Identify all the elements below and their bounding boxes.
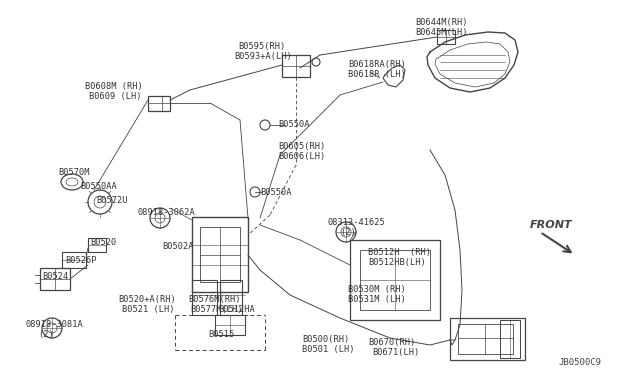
Bar — [360, 250, 430, 310]
Bar — [88, 238, 106, 252]
Bar — [450, 318, 525, 360]
Text: 08918-3062A: 08918-3062A — [138, 208, 196, 217]
Bar — [62, 252, 86, 268]
Text: B0515: B0515 — [208, 330, 234, 339]
Text: B0670(RH): B0670(RH) — [368, 338, 415, 347]
Text: B0550A: B0550A — [260, 188, 291, 197]
Text: B0577M(LH): B0577M(LH) — [190, 305, 243, 314]
Text: B0618RA(RH): B0618RA(RH) — [348, 60, 406, 69]
Bar — [350, 240, 440, 320]
Text: B0572U: B0572U — [96, 196, 127, 205]
Text: B0520+A(RH): B0520+A(RH) — [118, 295, 176, 304]
Text: JB0500C9: JB0500C9 — [558, 358, 601, 367]
Bar — [282, 55, 310, 77]
Text: B0500(RH): B0500(RH) — [302, 335, 349, 344]
Text: B0512HB(LH): B0512HB(LH) — [368, 258, 426, 267]
Bar — [40, 268, 70, 290]
Text: B0576M(RH): B0576M(RH) — [188, 295, 241, 304]
Text: B0520: B0520 — [90, 238, 116, 247]
Text: B0512HA: B0512HA — [218, 305, 255, 314]
Text: B0645M(LH): B0645M(LH) — [415, 28, 467, 37]
Text: B0606(LH): B0606(LH) — [278, 152, 325, 161]
Text: B0618R (LH): B0618R (LH) — [348, 70, 406, 79]
Text: B0593+A(LH): B0593+A(LH) — [234, 52, 292, 61]
Bar — [458, 324, 513, 354]
Text: B0502A: B0502A — [162, 242, 193, 251]
Text: FRONT: FRONT — [530, 220, 573, 230]
Text: B0550AA: B0550AA — [80, 182, 116, 191]
Text: B0521 (LH): B0521 (LH) — [122, 305, 175, 314]
Text: B0524: B0524 — [42, 272, 68, 281]
Text: B0550A: B0550A — [278, 120, 310, 129]
Text: B0644M(RH): B0644M(RH) — [415, 18, 467, 27]
Text: (2): (2) — [340, 228, 356, 237]
Text: B0531M (LH): B0531M (LH) — [348, 295, 406, 304]
Bar — [500, 320, 520, 358]
Text: B0609 (LH): B0609 (LH) — [89, 92, 141, 101]
Bar — [148, 96, 170, 111]
Text: 08918-3081A: 08918-3081A — [25, 320, 83, 329]
Text: 08313-41625: 08313-41625 — [328, 218, 386, 227]
Bar — [192, 217, 248, 292]
Text: B0526P: B0526P — [65, 256, 97, 265]
Text: B0608M (RH): B0608M (RH) — [85, 82, 143, 91]
Text: B0570M: B0570M — [58, 168, 90, 177]
Text: B0501 (LH): B0501 (LH) — [302, 345, 355, 354]
Text: B0512H  (RH): B0512H (RH) — [368, 248, 431, 257]
Bar — [220, 280, 242, 315]
Bar — [215, 315, 245, 335]
Text: B0605(RH): B0605(RH) — [278, 142, 325, 151]
Text: B0530M (RH): B0530M (RH) — [348, 285, 406, 294]
Bar — [192, 280, 217, 315]
Text: (2): (2) — [38, 330, 54, 339]
Bar — [200, 227, 240, 282]
Text: B0671(LH): B0671(LH) — [372, 348, 419, 357]
Bar — [437, 30, 455, 44]
Text: B0595(RH): B0595(RH) — [238, 42, 285, 51]
